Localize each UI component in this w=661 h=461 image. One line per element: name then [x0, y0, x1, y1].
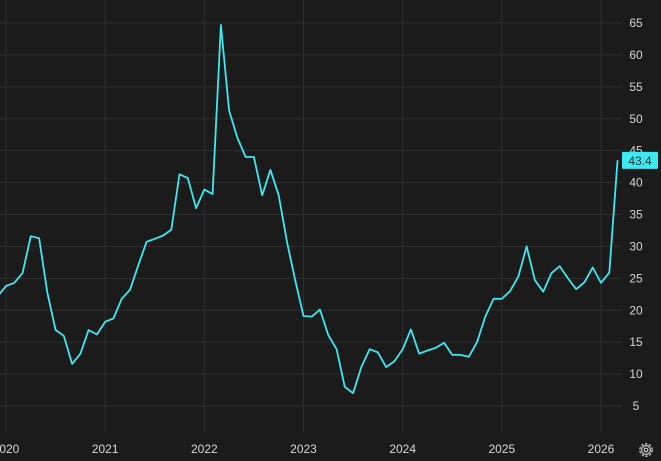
y-tick-label: 30 — [629, 239, 643, 253]
last-value-label-text: 43.4 — [628, 154, 652, 168]
last-value-label: 43.4 — [622, 151, 658, 169]
x-tick-label: 2024 — [389, 442, 416, 456]
y-tick-label: 40 — [629, 176, 643, 190]
x-tick-label: 2022 — [191, 442, 218, 456]
x-tick-label: 2021 — [92, 442, 119, 456]
series-layer — [0, 23, 619, 395]
x-tick-label: 2026 — [588, 442, 615, 456]
settings-button[interactable] — [635, 439, 657, 461]
gear-icon[interactable] — [639, 443, 653, 457]
y-tick-label: 60 — [629, 48, 643, 62]
y-tick-label: 20 — [629, 303, 643, 317]
last-value-label-bg — [622, 151, 658, 169]
y-tick-label: 35 — [629, 208, 643, 222]
y-tick-label: 65 — [629, 16, 643, 30]
grid — [0, 0, 622, 432]
x-tick-label: 2025 — [488, 442, 515, 456]
series-line — [0, 23, 619, 395]
y-tick-label: 55 — [629, 80, 643, 94]
y-tick-label: 5 — [633, 399, 640, 413]
y-tick-label: 15 — [629, 335, 643, 349]
y-tick-label: 10 — [629, 367, 643, 381]
y-tick-label: 25 — [629, 271, 643, 285]
y-tick-label: 50 — [629, 112, 643, 126]
x-tick-label: 2023 — [290, 442, 317, 456]
